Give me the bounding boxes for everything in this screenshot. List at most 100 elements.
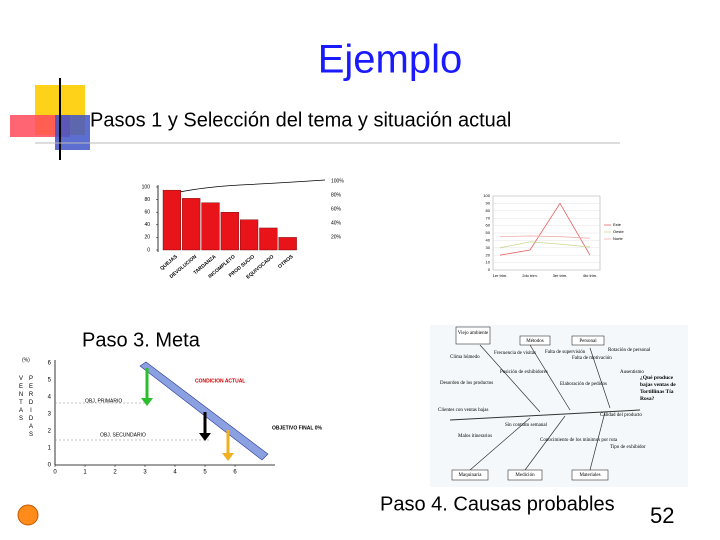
y-tick-label: 70	[486, 215, 491, 220]
effect: ¿Qué produce bajas ventas de Tortillinas…	[640, 375, 676, 402]
series-line	[499, 241, 591, 249]
bar	[239, 219, 259, 251]
y-tick-label: 50	[486, 230, 491, 235]
title: Ejemplo	[318, 38, 463, 82]
pct-label: 60%	[331, 206, 342, 212]
bar	[259, 227, 278, 251]
x-tick-label: 2	[113, 470, 117, 476]
bone	[589, 347, 611, 409]
unit-label: (%)	[22, 357, 30, 363]
y-tick-label: 30	[486, 245, 491, 250]
y-tick-label: 20	[144, 235, 150, 241]
effect-box: ¿Qué produce bajas ventas de Tortillinas…	[640, 375, 676, 402]
cause: Clientes con ventas bajas	[438, 408, 488, 413]
y-tick-label: 0	[147, 247, 150, 253]
cause: Conocimiento de los mínimos por ruta	[540, 438, 618, 443]
arrow-head	[199, 433, 211, 441]
y-tick-label: 20	[486, 252, 491, 257]
x-tick-label: 0	[53, 470, 57, 476]
x-tick-label: 4to trim.	[583, 273, 597, 278]
cause: Medición	[515, 473, 535, 478]
cause-box	[507, 469, 543, 481]
fishbone-bg	[430, 325, 688, 487]
goal-label: OBJ. SECUNDARIO	[100, 432, 146, 438]
goal-label: CONDICION ACTUAL	[195, 378, 245, 384]
step-label: Paso 4. Causas probables	[380, 493, 615, 515]
bone	[524, 415, 566, 471]
cause: Ausentismo	[620, 370, 644, 375]
bone	[529, 344, 571, 411]
step-label: Paso 3. Meta	[82, 329, 201, 351]
cause: Tipo de exhibidor	[610, 445, 646, 450]
cause: Malos itinerarios	[458, 434, 492, 439]
goal-chart: (%) CONDICION ACTUAL OBJ. PRIMARIO OBJ. …	[19, 357, 323, 475]
y-tick-label: 80	[144, 197, 150, 203]
x-tick-label: 1er trim.	[493, 273, 508, 278]
cause: Falta de supervisión	[545, 350, 586, 355]
y-tick-label: 100	[142, 184, 151, 190]
fishbone: Viejo ambiente Métodos Personal Clima hú…	[430, 325, 688, 487]
legend-label: Norte	[613, 236, 624, 241]
pct-label: 20%	[331, 234, 342, 240]
cumulative-line	[164, 179, 326, 196]
y-tick-label: 0	[48, 463, 52, 469]
y-tick-label: 100	[483, 193, 490, 198]
goal-label: OBJ. PRIMARIO	[85, 398, 122, 404]
cause: Maquinaria	[458, 473, 482, 478]
y-tick-label: 60	[144, 210, 150, 216]
cause-box	[571, 335, 605, 346]
x-tick-label: 3er trim.	[553, 273, 568, 278]
x-tick-label: OTROS	[277, 254, 295, 270]
y-tick-label: 6	[48, 361, 52, 367]
cause: Elaboración de pedidos	[560, 382, 607, 387]
arrow-head	[222, 453, 234, 461]
cause: Materiales	[579, 473, 600, 478]
cause-box	[571, 469, 609, 481]
cause: Métodos	[526, 339, 544, 344]
y-tick-label: 90	[486, 200, 491, 205]
y-tick-label: 2	[48, 429, 52, 435]
bar	[182, 198, 201, 251]
y-tick-label: 5	[48, 378, 52, 384]
x-tick-label: 5	[203, 470, 207, 476]
x-tick-label: 1	[83, 470, 87, 476]
pareto-chart: 02040608010020%40%60%80%100%QUEJASDEVOLU…	[142, 178, 345, 280]
y-tick-label: 40	[144, 222, 150, 228]
trend-band	[139, 361, 269, 461]
x-tick-label: 3	[143, 470, 147, 476]
series-line	[499, 235, 591, 239]
spine	[449, 409, 641, 421]
line-chart: 0 10 20 30 40 50 60 70 80 90 100 1er trim. 2do trim.…	[483, 193, 624, 278]
bone	[469, 417, 531, 471]
cause: Desorden de los productos	[440, 381, 493, 386]
bone	[479, 344, 541, 413]
bar	[220, 211, 239, 251]
y-tick-label: 3	[48, 412, 52, 418]
bar	[162, 189, 181, 251]
pct-label: 80%	[331, 192, 342, 198]
y-tick-label: 1	[48, 446, 52, 452]
y-tick-label: 80	[486, 208, 491, 213]
y-tick-label: 0	[488, 267, 491, 272]
x-tick-label: 4	[173, 470, 177, 476]
subtitle: Pasos 1 y Selección del tema y situación…	[90, 109, 511, 131]
cause: Rotación de personal	[608, 348, 651, 353]
cause-box	[519, 335, 551, 346]
x-tick-label: 2do trim.	[522, 273, 538, 278]
pct-label: 100%	[331, 178, 344, 184]
pct-label: 40%	[331, 220, 342, 226]
cause-box	[455, 326, 491, 345]
series-line	[499, 202, 591, 256]
page-number: 52	[650, 503, 674, 528]
cause: Viejo ambiente	[458, 331, 489, 336]
goal-label: OBJETIVO FINAL 0%	[272, 425, 322, 431]
legend-label: Oeste	[613, 229, 624, 234]
cause: Falta de motivación	[572, 356, 612, 361]
cause-box	[451, 469, 489, 481]
bar	[278, 237, 297, 251]
y-tick-label: 4	[48, 395, 52, 401]
